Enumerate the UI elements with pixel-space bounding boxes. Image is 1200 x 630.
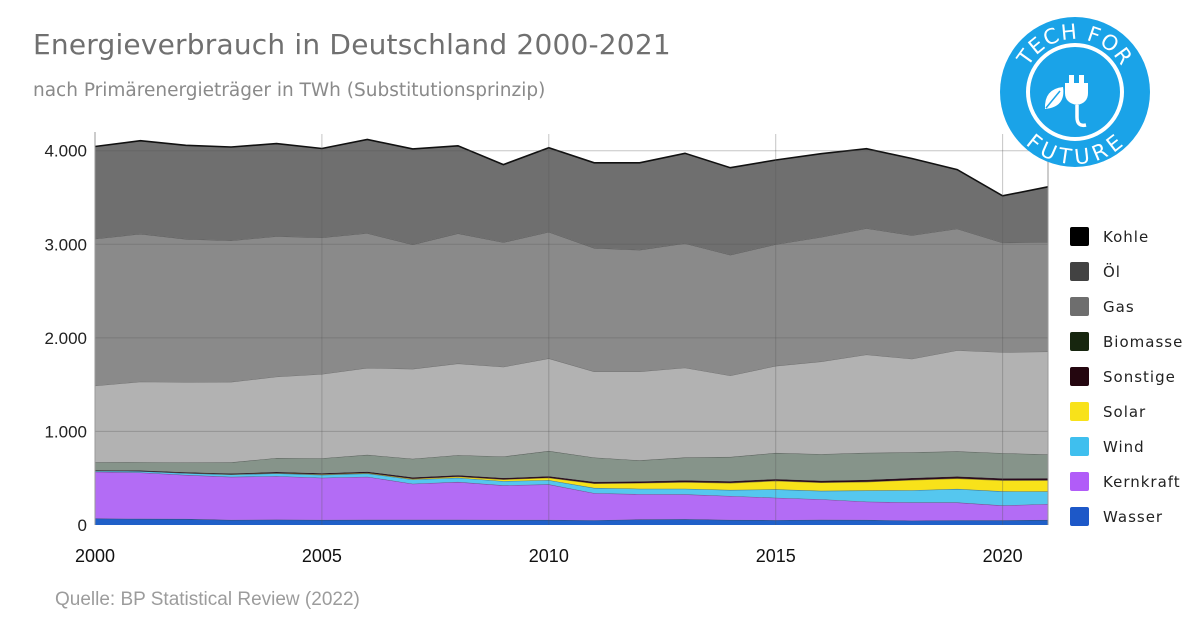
y-tick-label: 0 (78, 516, 87, 535)
series-area-gas (95, 350, 1048, 463)
legend-swatch-wasser (1070, 507, 1089, 526)
legend-swatch-solar (1070, 402, 1089, 421)
y-tick-label: 1.000 (44, 422, 87, 441)
legend-swatch-kernkraft (1070, 472, 1089, 491)
x-tick-label: 2000 (75, 546, 115, 566)
legend-label-gas: Gas (1103, 298, 1135, 316)
legend-label-biomasse: Biomasse (1103, 333, 1183, 351)
series-area-oel (95, 228, 1048, 386)
x-tick-label: 2015 (756, 546, 796, 566)
legend-swatch-gas (1070, 297, 1089, 316)
legend-label-solar: Solar (1103, 403, 1146, 421)
chart-subtitle: nach Primärenergieträger in TWh (Substit… (33, 80, 546, 101)
series-area-kernkraft (95, 471, 1048, 521)
tech-for-future-logo: TECH FOR FUTURE (1000, 17, 1150, 167)
legend-label-kernkraft: Kernkraft (1103, 473, 1181, 491)
series-areas (94, 138, 1049, 525)
legend-label-kohle: Kohle (1103, 228, 1149, 246)
legend: Kohle Öl Gas Biomasse Sonstige Solar Wind Kernk… (1070, 227, 1183, 526)
legend-label-oel: Öl (1103, 262, 1121, 281)
chart-title: Energieverbrauch in Deutschland 2000-202… (33, 28, 671, 61)
source-note: Quelle: BP Statistical Review (2022) (55, 589, 360, 610)
legend-swatch-sonstige (1070, 367, 1089, 386)
plug-leaf-icon (1044, 75, 1088, 128)
x-tick-label: 2010 (529, 546, 569, 566)
grid-lines (94, 132, 1049, 525)
series-area-kohle (95, 139, 1048, 255)
y-tick-label: 3.000 (44, 235, 87, 254)
legend-swatch-wind (1070, 437, 1089, 456)
x-tick-label: 2020 (983, 546, 1023, 566)
axes: 0 1.000 2.000 3.000 4.000 2000 2005 2010 2015 202… (44, 142, 1022, 566)
legend-label-sonstige: Sonstige (1103, 368, 1176, 386)
series-area-biomasse (95, 450, 1048, 482)
legend-swatch-biomasse (1070, 332, 1089, 351)
y-tick-label: 4.000 (44, 142, 87, 161)
legend-label-wind: Wind (1103, 438, 1145, 456)
series-area-wind (95, 470, 1048, 506)
y-tick-label: 2.000 (44, 329, 87, 348)
series-area-sonstige (95, 470, 1048, 484)
legend-swatch-kohle (1070, 227, 1089, 246)
series-line-kohle (94, 138, 1049, 197)
legend-label-wasser: Wasser (1103, 508, 1163, 526)
x-tick-label: 2005 (302, 546, 342, 566)
legend-swatch-oel (1070, 262, 1089, 281)
